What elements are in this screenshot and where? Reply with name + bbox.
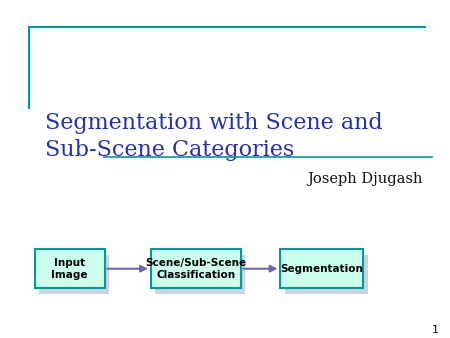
FancyBboxPatch shape [40, 256, 109, 294]
FancyBboxPatch shape [151, 249, 241, 288]
FancyBboxPatch shape [280, 249, 363, 288]
Text: 1: 1 [432, 324, 439, 335]
FancyBboxPatch shape [284, 256, 368, 294]
FancyBboxPatch shape [35, 249, 104, 288]
FancyBboxPatch shape [155, 256, 245, 294]
Text: Segmentation: Segmentation [280, 264, 363, 274]
Text: Joseph Djugash: Joseph Djugash [307, 172, 423, 186]
Text: Scene/Sub-Scene
Classification: Scene/Sub-Scene Classification [145, 258, 246, 280]
Text: Segmentation with Scene and
Sub-Scene Categories: Segmentation with Scene and Sub-Scene Ca… [45, 112, 383, 162]
Text: Input
Image: Input Image [51, 258, 88, 280]
